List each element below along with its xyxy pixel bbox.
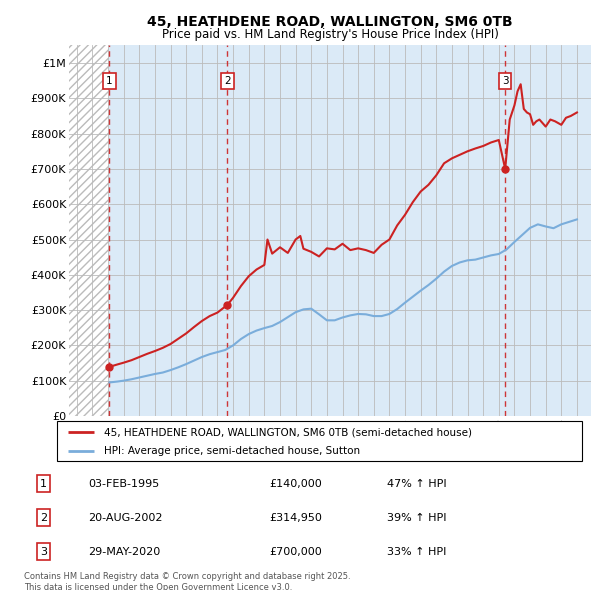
Bar	[69, 45, 109, 416]
Text: 45, HEATHDENE ROAD, WALLINGTON, SM6 0TB (semi-detached house): 45, HEATHDENE ROAD, WALLINGTON, SM6 0TB …	[104, 427, 472, 437]
Text: Contains HM Land Registry data © Crown copyright and database right 2025.
This d: Contains HM Land Registry data © Crown c…	[24, 572, 350, 590]
Text: HPI: Average price, semi-detached house, Sutton: HPI: Average price, semi-detached house,…	[104, 445, 361, 455]
Text: £700,000: £700,000	[269, 547, 322, 557]
Text: 03-FEB-1995: 03-FEB-1995	[88, 478, 160, 489]
Text: 45, HEATHDENE ROAD, WALLINGTON, SM6 0TB: 45, HEATHDENE ROAD, WALLINGTON, SM6 0TB	[147, 15, 513, 30]
Text: Price paid vs. HM Land Registry's House Price Index (HPI): Price paid vs. HM Land Registry's House …	[161, 28, 499, 41]
Text: 3: 3	[502, 76, 509, 86]
Text: 3: 3	[40, 547, 47, 557]
Text: 1: 1	[40, 478, 47, 489]
Text: £140,000: £140,000	[269, 478, 322, 489]
Text: 29-MAY-2020: 29-MAY-2020	[88, 547, 160, 557]
Text: 47% ↑ HPI: 47% ↑ HPI	[387, 478, 446, 489]
Text: 1: 1	[106, 76, 113, 86]
Text: 2: 2	[224, 76, 231, 86]
Text: £314,950: £314,950	[269, 513, 322, 523]
FancyBboxPatch shape	[57, 421, 582, 461]
Text: 39% ↑ HPI: 39% ↑ HPI	[387, 513, 446, 523]
Text: 20-AUG-2002: 20-AUG-2002	[88, 513, 163, 523]
Text: 2: 2	[40, 513, 47, 523]
Text: 33% ↑ HPI: 33% ↑ HPI	[387, 547, 446, 557]
